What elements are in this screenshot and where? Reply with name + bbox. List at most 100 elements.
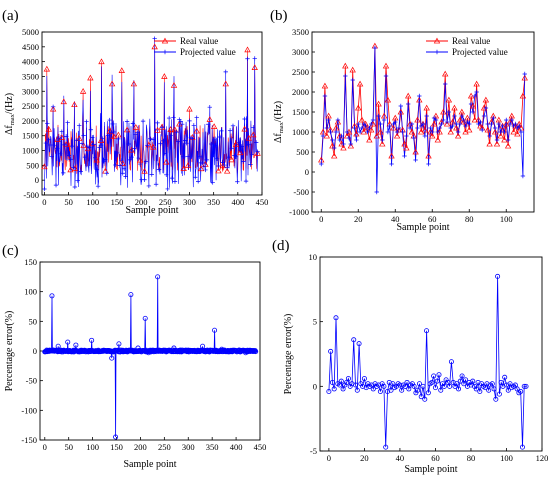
x-axis-label-a: Sample point xyxy=(125,205,178,216)
point-projected-a xyxy=(164,172,169,178)
x-tick-label-b: 100 xyxy=(500,214,513,224)
point-real-a xyxy=(250,131,257,138)
point-real-a xyxy=(87,74,94,81)
point-projected-b xyxy=(441,117,446,123)
point-error-d xyxy=(411,383,417,389)
y-tick-label-a: 3500 xyxy=(22,71,39,81)
point-error-c xyxy=(212,327,218,333)
point-real-b xyxy=(379,140,386,147)
point-projected-b xyxy=(333,129,339,135)
point-error-d xyxy=(416,381,422,387)
point-real-b xyxy=(519,92,527,99)
y-tick-label-a: 1500 xyxy=(22,131,39,141)
chart-b: 0 20 40 60 80 100 -1000 -500 0 500 1000 1500 2000 250… xyxy=(289,27,535,224)
point-projected-a xyxy=(187,118,192,124)
point-real-a xyxy=(43,65,51,72)
y-tick-label-b: 1500 xyxy=(292,107,309,117)
point-projected-b xyxy=(341,141,346,147)
point-projected-b xyxy=(332,145,337,151)
point-projected-b xyxy=(496,121,502,127)
x-tick-label-d: 40 xyxy=(396,453,405,463)
point-projected-a xyxy=(87,145,92,150)
point-projected-a xyxy=(252,56,257,61)
point-real-a xyxy=(237,149,244,156)
y-tick-label-c: -50 xyxy=(26,376,37,386)
plot-frame-a xyxy=(41,31,263,196)
plot-frame-d xyxy=(319,256,543,452)
point-real-b xyxy=(443,120,451,127)
point-projected-a xyxy=(53,182,59,188)
point-real-b xyxy=(466,126,473,133)
point-projected-b xyxy=(396,125,402,131)
point-real-b xyxy=(451,104,458,111)
point-real-a xyxy=(45,125,52,132)
point-projected-a xyxy=(249,152,255,157)
point-projected-a xyxy=(162,151,168,156)
point-error-d xyxy=(329,379,335,385)
point-error-d xyxy=(493,396,499,402)
point-projected-a xyxy=(248,162,253,167)
x-tick-label-a: 50 xyxy=(64,197,73,207)
point-real-b xyxy=(486,140,493,147)
point-real-b xyxy=(471,116,478,123)
y-tick-label-b: -1000 xyxy=(289,207,309,217)
point-projected-a xyxy=(46,137,51,142)
point-projected-b xyxy=(389,161,394,167)
point-projected-b xyxy=(409,121,415,127)
point-error-d xyxy=(436,372,442,378)
point-projected-a xyxy=(149,172,154,177)
point-projected-b xyxy=(369,121,374,127)
point-projected-a xyxy=(143,159,149,164)
point-projected-b xyxy=(367,125,372,131)
point-projected-a xyxy=(94,167,99,172)
point-projected-b xyxy=(513,121,518,127)
x-tick-label-d: 20 xyxy=(360,453,369,463)
y-tick-label-c: 150 xyxy=(24,257,37,267)
point-real-a xyxy=(223,167,231,174)
point-projected-a xyxy=(174,129,179,135)
point-real-b xyxy=(430,120,438,127)
point-projected-b xyxy=(411,135,416,141)
point-projected-b xyxy=(465,119,470,125)
point-real-a xyxy=(228,156,235,163)
point-projected-b xyxy=(444,119,450,125)
point-real-a xyxy=(151,43,158,50)
point-projected-b xyxy=(494,137,500,143)
point-projected-b xyxy=(330,137,335,143)
point-real-b xyxy=(423,104,430,111)
point-real-a xyxy=(60,98,67,105)
point-projected-b xyxy=(507,121,513,127)
point-projected-a xyxy=(222,162,227,168)
point-projected-b xyxy=(520,173,526,179)
point-real-b xyxy=(375,100,382,107)
point-real-b xyxy=(429,132,436,139)
point-projected-a xyxy=(62,142,67,148)
point-error-d xyxy=(351,337,357,343)
point-projected-b xyxy=(383,73,389,79)
point-projected-b xyxy=(446,109,452,115)
point-projected-b xyxy=(515,125,520,131)
point-error-c xyxy=(116,341,122,347)
x-tick-label-d: 60 xyxy=(431,453,440,463)
point-error-d xyxy=(461,381,467,387)
y-tick-label-a: 1000 xyxy=(22,146,39,156)
point-real-a xyxy=(245,134,253,141)
point-projected-b xyxy=(361,121,366,127)
point-projected-b xyxy=(335,117,341,123)
point-projected-a xyxy=(119,158,124,163)
point-real-a xyxy=(251,64,258,70)
point-real-b xyxy=(514,130,521,137)
point-error-d xyxy=(463,377,469,383)
point-error-d xyxy=(447,383,453,389)
x-tick-label-b: 0 xyxy=(319,214,323,224)
point-real-a xyxy=(163,158,170,165)
point-projected-a xyxy=(52,142,57,148)
point-projected-b xyxy=(426,161,431,167)
point-real-a xyxy=(128,146,135,153)
point-projected-a xyxy=(152,36,157,41)
point-projected-a xyxy=(203,167,208,173)
point-projected-b xyxy=(480,127,485,133)
point-projected-b xyxy=(435,129,440,135)
y-tick-label-c: -100 xyxy=(21,405,37,415)
legend-entry-0: Real value xyxy=(180,36,218,46)
